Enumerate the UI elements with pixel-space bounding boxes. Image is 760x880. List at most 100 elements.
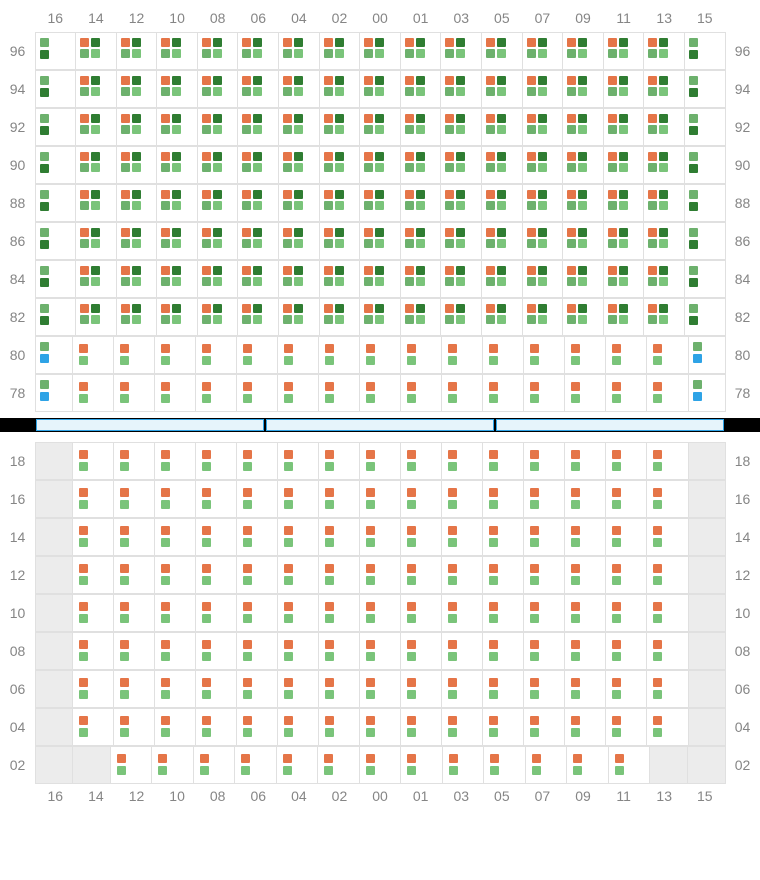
- rack-cell[interactable]: [482, 336, 524, 374]
- rack-cell[interactable]: [277, 594, 319, 632]
- rack-cell[interactable]: [400, 442, 442, 480]
- rack-cell[interactable]: [237, 222, 279, 260]
- rack-cell[interactable]: [75, 146, 117, 184]
- rack-cell[interactable]: [481, 184, 523, 222]
- rack-cell[interactable]: [278, 32, 320, 70]
- rack-cell[interactable]: [116, 260, 158, 298]
- rack-cell[interactable]: [236, 670, 278, 708]
- rack-cell[interactable]: [442, 746, 485, 784]
- rack-cell[interactable]: [643, 184, 685, 222]
- rack-cell[interactable]: [605, 518, 647, 556]
- rack-cell[interactable]: [688, 518, 726, 556]
- rack-cell[interactable]: [523, 632, 565, 670]
- rack-cell[interactable]: [646, 632, 688, 670]
- rack-cell[interactable]: [237, 298, 279, 336]
- rack-cell[interactable]: [236, 556, 278, 594]
- rack-cell[interactable]: [72, 556, 114, 594]
- rack-cell[interactable]: [523, 336, 565, 374]
- rack-cell[interactable]: [605, 708, 647, 746]
- rack-cell[interactable]: [359, 298, 401, 336]
- rack-cell[interactable]: [562, 298, 604, 336]
- rack-cell[interactable]: [113, 374, 155, 412]
- rack-cell[interactable]: [605, 336, 647, 374]
- rack-cell[interactable]: [688, 632, 726, 670]
- rack-cell[interactable]: [400, 298, 442, 336]
- rack-cell[interactable]: [237, 260, 279, 298]
- rack-cell[interactable]: [687, 746, 726, 784]
- rack-cell[interactable]: [440, 70, 482, 108]
- rack-cell[interactable]: [72, 374, 114, 412]
- rack-cell[interactable]: [481, 70, 523, 108]
- rack-cell[interactable]: [319, 146, 361, 184]
- rack-cell[interactable]: [197, 222, 239, 260]
- rack-cell[interactable]: [195, 556, 237, 594]
- rack-cell[interactable]: [116, 146, 158, 184]
- rack-cell[interactable]: [522, 184, 564, 222]
- rack-cell[interactable]: [359, 260, 401, 298]
- rack-cell[interactable]: [688, 708, 726, 746]
- rack-cell[interactable]: [317, 746, 360, 784]
- rack-cell[interactable]: [688, 556, 726, 594]
- rack-cell[interactable]: [35, 670, 73, 708]
- rack-cell[interactable]: [564, 336, 606, 374]
- rack-cell[interactable]: [234, 746, 277, 784]
- rack-cell[interactable]: [72, 442, 114, 480]
- rack-cell[interactable]: [154, 374, 196, 412]
- aisle-bar[interactable]: [36, 419, 264, 431]
- rack-cell[interactable]: [195, 708, 237, 746]
- rack-cell[interactable]: [75, 32, 117, 70]
- rack-cell[interactable]: [564, 594, 606, 632]
- rack-cell[interactable]: [277, 708, 319, 746]
- rack-cell[interactable]: [564, 442, 606, 480]
- rack-cell[interactable]: [359, 146, 401, 184]
- rack-cell[interactable]: [113, 556, 155, 594]
- rack-cell[interactable]: [523, 480, 565, 518]
- rack-cell[interactable]: [237, 108, 279, 146]
- rack-cell[interactable]: [523, 708, 565, 746]
- rack-cell[interactable]: [75, 260, 117, 298]
- rack-cell[interactable]: [522, 298, 564, 336]
- rack-cell[interactable]: [35, 184, 77, 222]
- aisle-bar[interactable]: [266, 419, 494, 431]
- rack-cell[interactable]: [195, 374, 237, 412]
- rack-cell[interactable]: [643, 146, 685, 184]
- rack-cell[interactable]: [684, 146, 726, 184]
- rack-cell[interactable]: [237, 70, 279, 108]
- rack-cell[interactable]: [237, 146, 279, 184]
- rack-cell[interactable]: [35, 556, 73, 594]
- rack-cell[interactable]: [400, 374, 442, 412]
- rack-cell[interactable]: [608, 746, 651, 784]
- rack-cell[interactable]: [278, 146, 320, 184]
- rack-cell[interactable]: [646, 374, 688, 412]
- rack-cell[interactable]: [319, 298, 361, 336]
- rack-cell[interactable]: [522, 146, 564, 184]
- rack-cell[interactable]: [156, 184, 198, 222]
- rack-cell[interactable]: [482, 594, 524, 632]
- rack-cell[interactable]: [400, 556, 442, 594]
- rack-cell[interactable]: [482, 670, 524, 708]
- rack-cell[interactable]: [319, 184, 361, 222]
- rack-cell[interactable]: [72, 746, 111, 784]
- rack-cell[interactable]: [684, 184, 726, 222]
- rack-cell[interactable]: [523, 374, 565, 412]
- rack-cell[interactable]: [75, 70, 117, 108]
- rack-cell[interactable]: [72, 632, 114, 670]
- rack-cell[interactable]: [236, 632, 278, 670]
- rack-cell[interactable]: [684, 260, 726, 298]
- rack-cell[interactable]: [481, 108, 523, 146]
- rack-cell[interactable]: [605, 632, 647, 670]
- rack-cell[interactable]: [481, 298, 523, 336]
- rack-cell[interactable]: [523, 442, 565, 480]
- rack-cell[interactable]: [440, 222, 482, 260]
- rack-cell[interactable]: [441, 708, 483, 746]
- rack-cell[interactable]: [195, 594, 237, 632]
- rack-cell[interactable]: [113, 480, 155, 518]
- rack-cell[interactable]: [441, 442, 483, 480]
- rack-cell[interactable]: [195, 670, 237, 708]
- rack-cell[interactable]: [359, 442, 401, 480]
- rack-cell[interactable]: [400, 108, 442, 146]
- rack-cell[interactable]: [562, 146, 604, 184]
- rack-cell[interactable]: [116, 70, 158, 108]
- rack-cell[interactable]: [72, 594, 114, 632]
- rack-cell[interactable]: [156, 260, 198, 298]
